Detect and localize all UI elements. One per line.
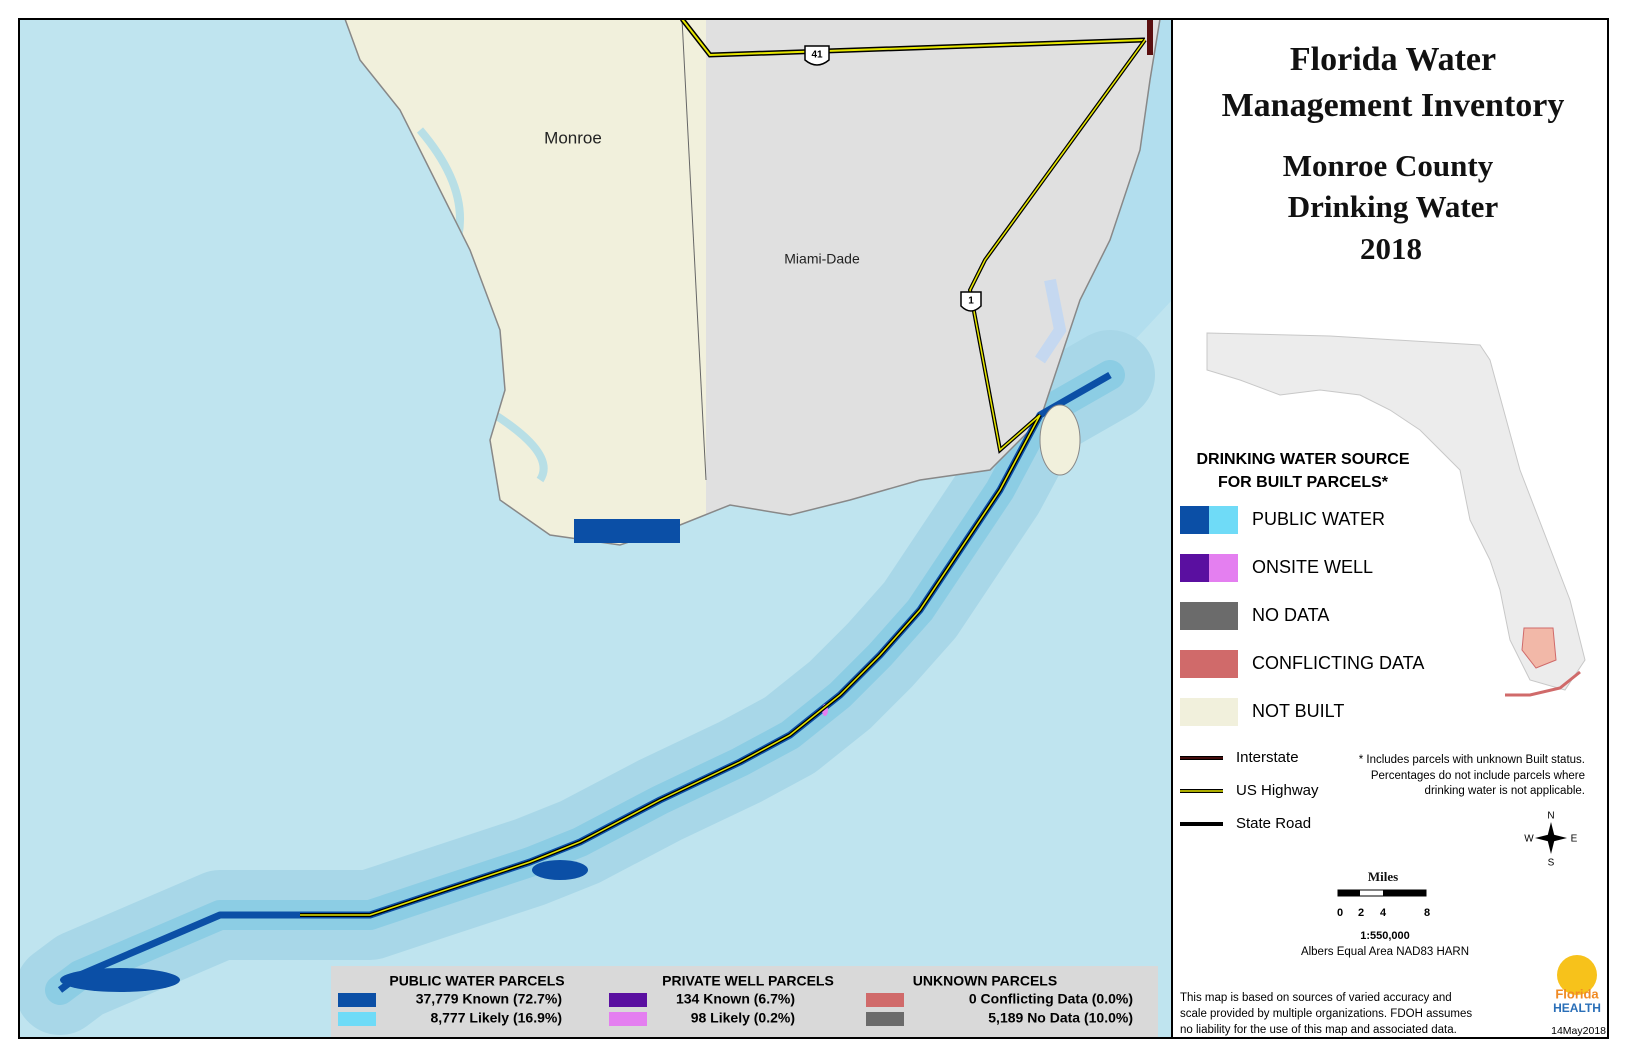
legend-label: ONSITE WELL — [1252, 557, 1373, 577]
footnote: Percentages do not include parcels where — [1371, 770, 1585, 782]
scale-ratio: 1:550,000 — [1360, 930, 1410, 942]
subtitle: Drinking Water — [1288, 189, 1499, 224]
summary-title: PUBLIC WATER PARCELS — [389, 973, 564, 989]
road-label: US Highway — [1236, 782, 1319, 799]
legend-swatch — [1180, 506, 1209, 534]
summary-row: 0 Conflicting Data (0.0%) — [969, 991, 1133, 1007]
compass: N S W E — [1524, 811, 1577, 869]
summary-swatch — [609, 993, 647, 1007]
scale-tick-label: 4 — [1380, 907, 1387, 919]
florida-inset — [1206, 332, 1586, 691]
legend-swatch — [1209, 554, 1238, 582]
scale-title: Miles — [1368, 869, 1398, 884]
subtitle: Monroe County — [1283, 148, 1494, 183]
county-label: Monroe — [544, 128, 602, 147]
date: 14May2018 — [1551, 1025, 1606, 1037]
logo-sun — [1557, 955, 1597, 995]
logo-text: HEALTH — [1553, 1001, 1601, 1015]
summary-row: 134 Known (6.7%) — [676, 991, 795, 1007]
county-boundary — [681, 19, 707, 481]
legend-swatch — [1180, 554, 1209, 582]
scale-bar-segment — [1338, 890, 1360, 896]
summary-row: 5,189 No Data (10.0%) — [988, 1010, 1133, 1026]
compass-label: E — [1571, 834, 1578, 845]
summary: PUBLIC WATER PARCELS 37,779 Known (72.7%)… — [338, 973, 1133, 1026]
reservoir — [1035, 278, 1067, 364]
summary-row: 8,777 Likely (16.9%) — [430, 1010, 562, 1026]
legend-label: NO DATA — [1252, 605, 1329, 625]
legend-label: CONFLICTING DATA — [1252, 653, 1424, 673]
shield — [960, 291, 982, 312]
compass-label: S — [1548, 858, 1555, 869]
summary-row: 37,779 Known (72.7%) — [416, 991, 562, 1007]
footnote: * Includes parcels with unknown Built st… — [1359, 754, 1585, 766]
scale-bar — [1337, 889, 1427, 897]
legend-swatch — [1180, 602, 1238, 630]
compass-label: N — [1547, 811, 1554, 822]
scale-ticks: 0 2 4 8 — [1337, 907, 1430, 919]
map: Monroe Miami-Dade 41 1 PUBLIC WATER PARC… — [19, 19, 1172, 1038]
us41 — [681, 19, 1146, 57]
summary-swatch — [338, 1012, 376, 1026]
keys-inset — [1505, 670, 1581, 697]
panel-frame — [1171, 18, 1609, 1039]
coastline — [344, 19, 1161, 546]
county-label: Miami-Dade — [784, 251, 860, 267]
shield — [804, 45, 830, 66]
road-label: Interstate — [1236, 749, 1299, 766]
legend: PUBLIC WATER ONSITE WELL NO DATA CONFLICTIN… — [1180, 506, 1424, 726]
flamingo-parcels — [574, 519, 680, 543]
legend-label: NOT BUILT — [1252, 701, 1344, 721]
summary-swatch — [866, 1012, 904, 1026]
key-west-parcels — [60, 968, 180, 992]
shield-label: 41 — [811, 50, 823, 61]
compass-label: W — [1524, 834, 1534, 845]
legend-label: PUBLIC WATER — [1252, 509, 1385, 529]
title: Florida Water — [1290, 41, 1496, 78]
key-largo — [1039, 404, 1081, 476]
scale-bar-segment — [1383, 890, 1426, 896]
us1 — [300, 39, 1146, 916]
projection: Albers Equal Area NAD83 HARN — [1301, 946, 1469, 958]
legend-swatch — [1209, 506, 1238, 534]
summary-title: PRIVATE WELL PARCELS — [662, 973, 834, 989]
summary-swatch — [866, 993, 904, 1007]
scale-tick-label: 8 — [1424, 907, 1430, 919]
summary-row: 98 Likely (0.2%) — [691, 1010, 795, 1026]
compass-rose — [1535, 822, 1567, 854]
legend-swatch — [1180, 650, 1238, 678]
summary-title: UNKNOWN PARCELS — [913, 973, 1057, 989]
logo-text: Florida — [1555, 986, 1599, 1001]
disclaimer: scale provided by multiple organizations… — [1180, 1008, 1472, 1020]
legend-swatch — [1180, 698, 1238, 726]
disclaimer: no liability for the use of this map and… — [1180, 1024, 1457, 1036]
scale-tick-label: 2 — [1358, 907, 1364, 919]
disclaimer: This map is based on sources of varied a… — [1180, 992, 1452, 1004]
marathon-parcels — [532, 860, 588, 880]
summary-swatch — [338, 993, 376, 1007]
summary-swatch — [609, 1012, 647, 1026]
scale-tick-label: 0 — [1337, 907, 1343, 919]
footnote: drinking water is not applicable. — [1425, 785, 1585, 797]
subtitle: 2018 — [1360, 231, 1422, 266]
logo: Florida HEALTH — [1548, 940, 1606, 1018]
legend-title: FOR BUILT PARCELS* — [1218, 474, 1389, 491]
monroe-inset — [1521, 627, 1557, 669]
legend-title: DRINKING WATER SOURCE — [1196, 451, 1409, 468]
road-label: State Road — [1236, 815, 1311, 832]
title: Management Inventory — [1222, 87, 1565, 124]
road-legend: Interstate US Highway State Road — [1180, 749, 1319, 832]
summary-box — [331, 966, 1158, 1038]
shield-label: 1 — [968, 296, 974, 307]
